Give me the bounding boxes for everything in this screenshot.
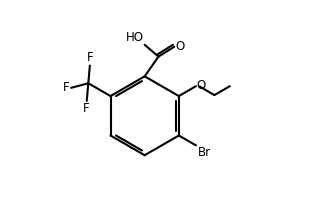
Text: F: F <box>86 51 93 64</box>
Text: F: F <box>82 102 89 115</box>
Text: HO: HO <box>126 31 144 44</box>
Text: F: F <box>63 81 69 94</box>
Text: Br: Br <box>198 146 211 159</box>
Text: O: O <box>176 40 185 53</box>
Text: O: O <box>197 79 206 92</box>
